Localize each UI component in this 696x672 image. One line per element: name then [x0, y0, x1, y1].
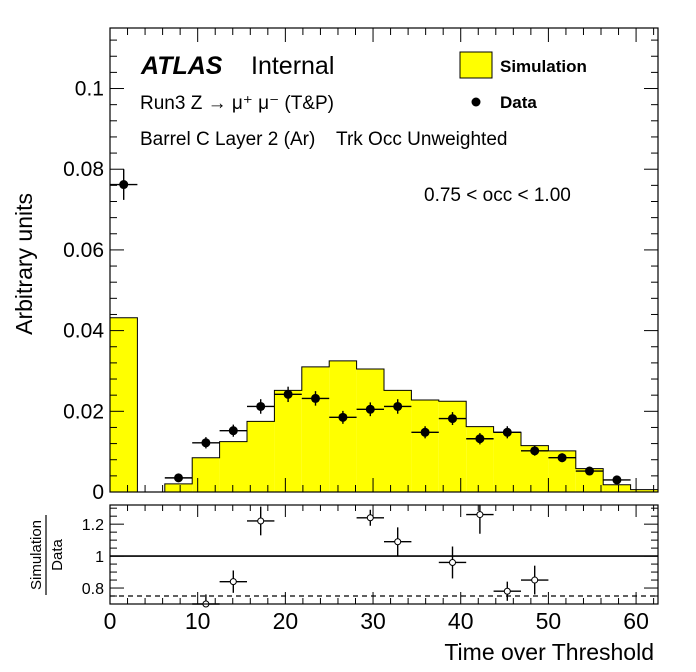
x-tick-label: 30 [360, 608, 386, 634]
ratio-point [503, 587, 511, 595]
occupancy-range-label: 0.75 < occ < 1.00 [424, 185, 571, 206]
sim-bar [164, 483, 193, 492]
sim-bar [603, 484, 631, 492]
ratio-point [476, 511, 484, 519]
data-point [119, 180, 129, 190]
top-plot-frame [109, 27, 659, 493]
legend-data-label: Data [500, 93, 537, 112]
atlas-brand: ATLAS [140, 52, 223, 80]
data-point [256, 401, 266, 411]
legend-data-marker [471, 97, 481, 107]
data-point [201, 438, 211, 448]
ratio-point [531, 576, 539, 584]
ratio-reference-lines [110, 555, 658, 597]
sim-bar [110, 317, 138, 492]
sim-bar [630, 489, 658, 492]
ratio-y-tick-label: 1.2 [82, 517, 104, 534]
simulation-histogram [109, 317, 659, 493]
ratio-plot-frame [109, 504, 659, 605]
data-point [365, 404, 375, 414]
data-point [338, 412, 348, 422]
sim-bar [329, 360, 357, 492]
atlas-internal-label: Internal [251, 52, 334, 80]
data-point [393, 401, 403, 411]
legend: Simulation Data [459, 51, 587, 112]
ratio-point [394, 538, 402, 546]
sim-bar [493, 432, 521, 492]
sim-bar [247, 421, 275, 492]
data-series [110, 169, 631, 485]
sim-bar [356, 368, 384, 492]
ratio-y-title-numerator: Simulation [28, 520, 45, 590]
ratio-point [449, 558, 456, 566]
data-point [530, 446, 540, 456]
x-tick-label: 40 [448, 608, 474, 634]
ratio-y-tick-label: 1 [95, 549, 104, 566]
legend-simulation-swatch [459, 51, 493, 79]
y-tick-label: 0.08 [63, 158, 104, 181]
y-tick-label: 0.02 [63, 400, 104, 423]
x-axis-title: Time over Threshold [444, 639, 654, 665]
ratio-point [229, 578, 237, 586]
x-tick-label: 0 [104, 608, 117, 634]
data-point [420, 427, 430, 437]
y-axis-title: Arbitrary units [11, 193, 37, 335]
y-tick-label: 0.1 [75, 78, 104, 101]
data-point [502, 427, 512, 437]
run-label: Run3 Z → μ⁺ μ⁻ (T&P) [140, 93, 334, 114]
sim-bar [219, 441, 247, 492]
sim-bar [411, 400, 439, 492]
y-tick-label: 0.06 [63, 239, 104, 262]
data-point [228, 426, 238, 436]
ratio-point [366, 514, 374, 522]
data-point [174, 473, 183, 483]
sim-bar [274, 390, 302, 492]
ratio-axis-ticks: 0.8 1 1.2 0 10 20 30 40 50 60 [82, 505, 658, 634]
ratio-y-axis-title: Simulation Data [28, 515, 66, 595]
data-point [475, 434, 485, 444]
data-point [311, 393, 320, 403]
data-point [557, 453, 567, 463]
legend-simulation-label: Simulation [500, 57, 587, 76]
sim-bar [301, 366, 330, 492]
x-tick-label: 60 [623, 608, 649, 634]
top-axis-ticks: 0 0.02 0.04 0.06 0.08 0.1 [63, 28, 658, 504]
sim-bar [575, 468, 604, 492]
region-label: Barrel C Layer 2 (Ar) Trk Occ Unweighted [140, 129, 507, 150]
data-point [585, 466, 594, 476]
data-point [448, 414, 457, 424]
y-tick-label: 0 [92, 481, 104, 504]
y-tick-label: 0.04 [63, 320, 104, 343]
data-point [283, 389, 293, 399]
x-tick-label: 20 [273, 608, 299, 634]
sim-outline [109, 317, 659, 493]
ratio-y-title-denominator: Data [49, 539, 66, 571]
ratio-y-tick-label: 0.8 [82, 581, 104, 598]
x-tick-label: 50 [536, 608, 562, 634]
x-tick-label: 10 [185, 608, 211, 634]
ratio-point [257, 517, 265, 525]
data-point [612, 475, 622, 485]
